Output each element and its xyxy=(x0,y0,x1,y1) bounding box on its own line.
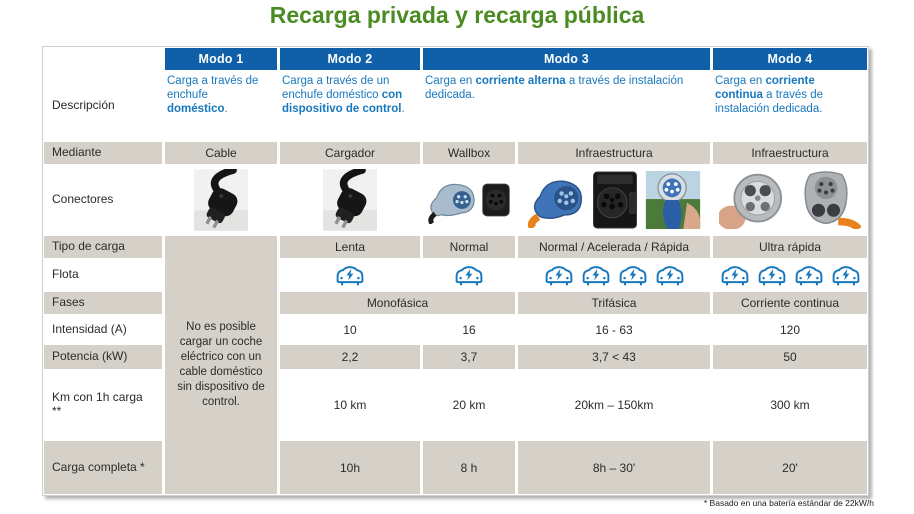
flota-wallbox xyxy=(423,261,515,289)
car-bolt-icon xyxy=(795,265,822,285)
page-title: Recarga privada y recarga pública xyxy=(269,2,645,28)
fases-trifasica: Trifásica xyxy=(518,292,710,314)
desc-text: . xyxy=(401,103,405,116)
carga-completa-wallbox: 8 h xyxy=(423,441,515,494)
potencia-infraestructura: 3,7 < 43 xyxy=(518,345,710,369)
row-label-descripcion: Descripción xyxy=(52,98,115,113)
mode2-header: Modo 2 xyxy=(280,48,420,70)
intensidad-modo4: 120 xyxy=(779,322,801,337)
ccs-connector-image xyxy=(804,171,861,229)
desc-bold: corriente alterna xyxy=(475,75,566,87)
mediante-modo1: Cable xyxy=(165,142,277,164)
descripcion-modo4: Carga en corriente continua a través de … xyxy=(713,73,867,139)
row-label-flota: Flota xyxy=(52,267,79,282)
descripcion-modo1: Carga a través de enchufe doméstico. xyxy=(165,73,277,139)
hand-holding-connector-image xyxy=(645,171,701,229)
flota-modo4 xyxy=(713,261,867,289)
mode4-header: Modo 4 xyxy=(713,48,867,70)
conectores-modo4 xyxy=(713,167,867,233)
wall-socket-panel-image xyxy=(593,171,637,229)
km-modo4: 300 km xyxy=(770,398,810,412)
car-bolt-icon xyxy=(336,265,364,285)
flota-infraestructura xyxy=(518,261,710,289)
chademo-connector-image xyxy=(719,173,783,229)
intensidad-modo2: 10 xyxy=(343,322,357,337)
tipo-carga-modo4: Ultra rápida xyxy=(713,236,867,258)
type2-socket-image xyxy=(482,183,510,217)
car-bolt-icon xyxy=(832,265,859,285)
row-label-km-1h-carga: Km con 1h carga ** xyxy=(44,372,162,438)
schuko-plug-image xyxy=(194,169,248,231)
desc-text: Carga a través de un enchufe doméstico xyxy=(282,75,390,102)
car-bolt-icon xyxy=(545,265,572,285)
desc-text: a través de instalación dedicada. xyxy=(425,75,684,102)
intensidad-infraestructura: 16 - 63 xyxy=(595,322,633,337)
potencia-wallbox: 3,7 xyxy=(423,345,515,369)
car-bolt-icon xyxy=(455,265,483,285)
row-label-intensidad: Intensidad (A) xyxy=(52,321,127,336)
row-label-conectores: Conectores xyxy=(52,192,114,207)
km-label-asterisks: ** xyxy=(52,404,62,418)
mode3-header: Modo 3 xyxy=(423,48,710,70)
car-bolt-icon xyxy=(656,265,683,285)
footnote: * Basado en una batería estándar de 22kW… xyxy=(703,498,874,508)
desc-bold: corriente continua xyxy=(715,75,815,102)
type2-orange-cable-connector-image xyxy=(527,180,583,228)
row-label-fases: Fases xyxy=(44,292,162,314)
car-bolt-icon xyxy=(758,265,785,285)
km-label-line1: Km con 1h carga xyxy=(52,390,143,405)
potencia-modo2: 2,2 xyxy=(280,345,420,369)
tipo-carga-wallbox: Normal xyxy=(423,236,515,258)
car-bolt-icon xyxy=(582,265,609,285)
conectores-infraestructura-modo3 xyxy=(518,167,710,233)
km-infraestructura: 20km – 150km xyxy=(574,398,654,412)
desc-text: . xyxy=(224,103,228,116)
desc-bold: con dispositivo de control xyxy=(282,89,403,116)
mediante-wallbox: Wallbox xyxy=(423,142,515,164)
conectores-wallbox xyxy=(423,167,515,233)
desc-text: a través de instalación dedicada. xyxy=(715,89,824,116)
mode1-header: Modo 1 xyxy=(165,48,277,70)
mediante-modo2: Cargador xyxy=(280,142,420,164)
carga-completa-infraestructura: 8h – 30' xyxy=(518,441,710,494)
row-label-tipo-de-carga: Tipo de carga xyxy=(44,236,162,258)
tipo-carga-infraestructura: Normal / Acelerada / Rápida xyxy=(518,236,710,258)
row-label-carga-completa: Carga completa * xyxy=(44,441,162,494)
charging-modes-table: Modo 1 Modo 2 Modo 3 Modo 4 Descripción … xyxy=(42,46,869,496)
carga-completa-modo4: 20' xyxy=(713,441,867,494)
flota-modo2 xyxy=(280,261,420,289)
modo1-not-possible-note: No es posible cargar un coche eléctrico … xyxy=(165,236,277,494)
row-label-mediante: Mediante xyxy=(44,142,162,164)
km-wallbox: 20 km xyxy=(452,398,486,412)
conectores-modo1 xyxy=(165,167,277,233)
tipo-carga-modo2: Lenta xyxy=(280,236,420,258)
fases-monofasica: Monofásica xyxy=(280,292,515,314)
desc-text: Carga en xyxy=(425,75,476,87)
mediante-infraestructura-modo3: Infraestructura xyxy=(518,142,710,164)
desc-text: Carga a través de enchufe xyxy=(167,75,259,102)
fases-corriente-continua: Corriente continua xyxy=(713,292,867,314)
potencia-modo4: 50 xyxy=(713,345,867,369)
type2-connector-image xyxy=(428,183,475,224)
intensidad-wallbox: 16 xyxy=(462,322,476,337)
row-label-potencia: Potencia (kW) xyxy=(44,345,162,369)
mediante-infraestructura-modo4: Infraestructura xyxy=(713,142,867,164)
descripcion-modo3: Carga en corriente alterna a través de i… xyxy=(423,73,710,139)
schuko-plug-image xyxy=(323,169,377,231)
carga-completa-modo2: 10h xyxy=(280,441,420,494)
car-bolt-icon xyxy=(619,265,646,285)
km-modo2: 10 km xyxy=(333,398,367,412)
desc-bold: doméstico xyxy=(167,103,225,116)
descripcion-modo2: Carga a través de un enchufe doméstico c… xyxy=(280,73,420,139)
car-bolt-icon xyxy=(721,265,748,285)
desc-text: Carga en xyxy=(715,75,766,87)
conectores-modo2 xyxy=(280,167,420,233)
